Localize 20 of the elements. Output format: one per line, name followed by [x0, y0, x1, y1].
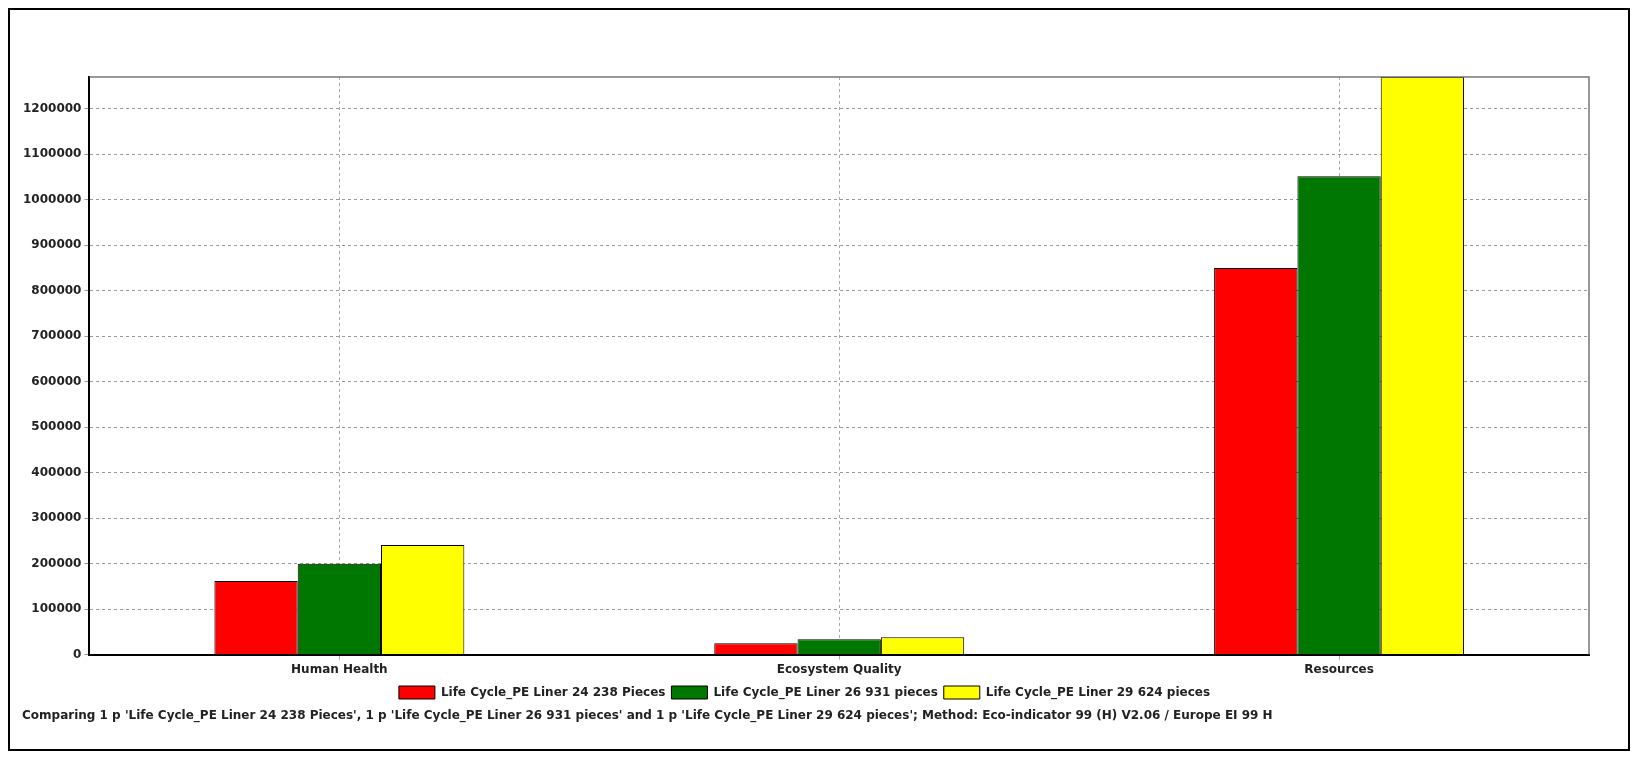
- y-tick-label: 0: [73, 646, 82, 661]
- y-tick-label: 800000: [31, 282, 82, 297]
- x-tick-label: Resources: [1304, 661, 1374, 676]
- y-tick-label: 1000000: [22, 191, 82, 206]
- y-tick-label: 300000: [31, 510, 82, 525]
- y-tick-label: 600000: [31, 373, 82, 388]
- y-tick-label: 900000: [31, 237, 82, 252]
- text: Comparing 1 p 'Life Cycle_PE Liner 24 238 Pieces', 1 p 'Life Cycle_PE Liner 26 931 pieces' and 1 p 'Life Cycle_PE Liner 29 624 pieces'; Method: Eco-indicator 99 (H) V2.06 / Europe EI 99 H: [22, 708, 1273, 722]
- x-tick-label: Ecosystem Quality: [776, 661, 902, 676]
- legend-label: Life Cycle_PE Liner 29 624 pieces: [985, 684, 1211, 700]
- legend-label: Life Cycle_PE Liner 24 238 Pieces: [440, 684, 666, 700]
- y-tick-label: 1200000: [22, 100, 82, 115]
- x-tick-label: Human Health: [291, 661, 388, 676]
- y-tick-label: 400000: [31, 464, 82, 479]
- y-tick-label: 700000: [31, 328, 82, 343]
- y-tick-label: 500000: [31, 419, 82, 434]
- y-tick-label: 200000: [31, 555, 82, 570]
- legend-label: Life Cycle_PE Liner 26 931 pieces: [713, 684, 938, 700]
- y-tick-label: 1100000: [22, 146, 82, 161]
- y-tick-label: 100000: [31, 601, 82, 616]
